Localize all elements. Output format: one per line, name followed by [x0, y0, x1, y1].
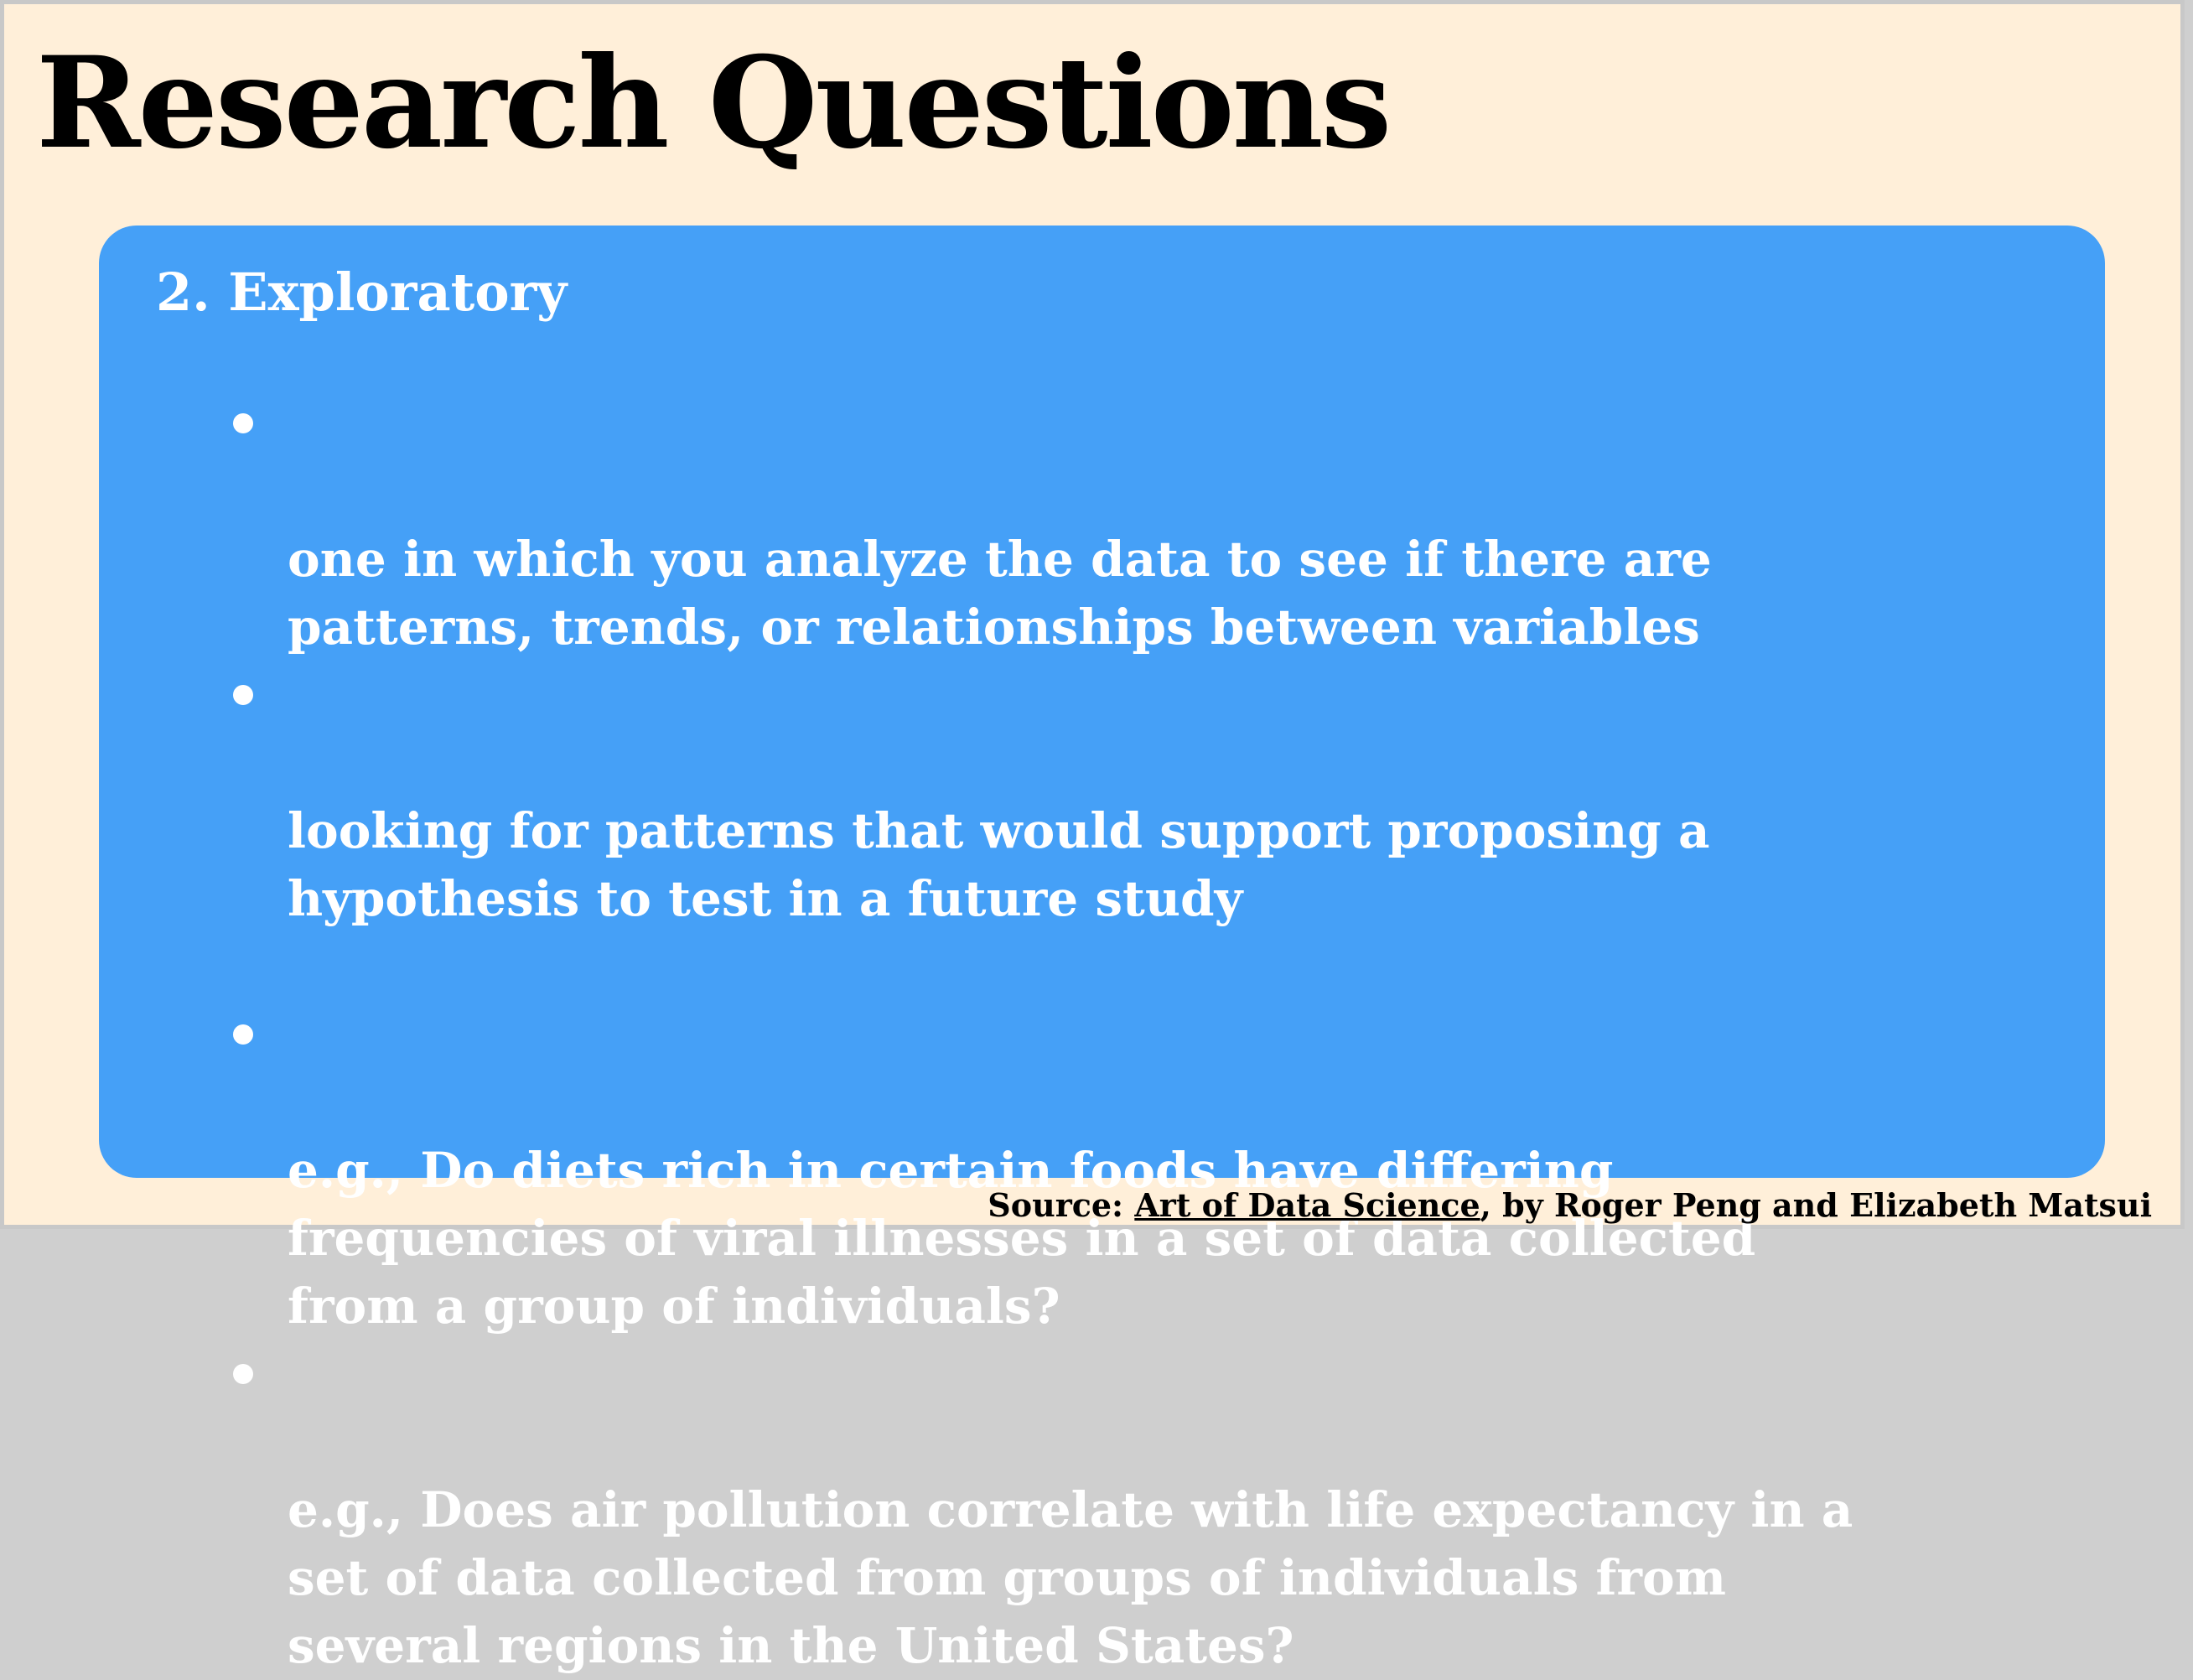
bullet-text: e.g., Do diets rich in certain foods hav…	[288, 1142, 1756, 1335]
bullet-list: one in which you analyze the data to see…	[99, 390, 2105, 1680]
bullet-text: one in which you analyze the data to see…	[288, 531, 1712, 656]
bullet-item: e.g., Does air pollution correlate with …	[99, 1340, 2105, 1680]
bullet-dot-icon	[233, 1024, 253, 1045]
source-book-title: Art of Data Science	[1134, 1186, 1480, 1224]
panel-heading: 2. Exploratory	[156, 262, 568, 323]
bullet-text: e.g., Does air pollution correlate with …	[288, 1481, 1853, 1674]
bullet-dot-icon	[233, 413, 253, 433]
source-authors: , by Roger Peng and Elizabeth Matsui	[1480, 1186, 2152, 1224]
bullet-text: looking for patterns that would support …	[288, 802, 1710, 927]
source-prefix: Source:	[988, 1186, 1135, 1224]
slide-title: Research Questions	[36, 29, 1392, 177]
content-panel: 2. Exploratory one in which you analyze …	[99, 226, 2105, 1674]
bullet-dot-icon	[233, 685, 253, 705]
bullet-dot-icon	[233, 1364, 253, 1384]
bullet-item: e.g., Do diets rich in certain foods hav…	[99, 1001, 2105, 1340]
bullet-item: one in which you analyze the data to see…	[99, 390, 2105, 661]
source-citation: Source: Art of Data Science, by Roger Pe…	[988, 1185, 2152, 1226]
bullet-item: looking for patterns that would support …	[99, 661, 2105, 933]
